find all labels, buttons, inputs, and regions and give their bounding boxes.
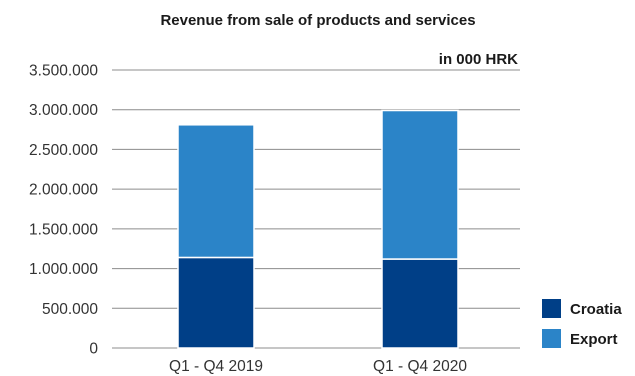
- bar-croatia-0: [177, 256, 255, 349]
- y-tick-label: 1.000.000: [29, 261, 98, 278]
- y-axis-ticks: 0 500.000 1.000.000 1.500.000 2.000.000 2.500…: [29, 63, 98, 358]
- y-tick-label: 2.500.000: [29, 142, 98, 159]
- y-tick-label: 0: [89, 341, 98, 358]
- y-tick-label: 3.500.000: [29, 63, 98, 80]
- legend-swatch-export: [542, 329, 561, 348]
- bar-croatia-1: [381, 258, 459, 349]
- legend-label-croatia: Croatia: [570, 301, 622, 318]
- unit-label: in 000 HRK: [439, 51, 518, 68]
- legend-swatch-croatia: [542, 299, 561, 318]
- gridlines: [112, 69, 520, 349]
- legend: Croatia Export: [542, 299, 622, 348]
- x-axis-ticks: Q1 - Q4 2019 Q1 - Q4 2020: [169, 358, 467, 375]
- x-tick-label: Q1 - Q4 2019: [169, 358, 263, 375]
- legend-label-export: Export: [570, 331, 618, 348]
- bar-export-0: [177, 124, 255, 259]
- bars: [177, 109, 459, 349]
- chart-title: Revenue from sale of products and servic…: [160, 12, 475, 29]
- y-tick-label: 3.000.000: [29, 102, 98, 119]
- y-tick-label: 500.000: [42, 301, 98, 318]
- x-tick-label: Q1 - Q4 2020: [373, 358, 467, 375]
- bar-export-1: [381, 109, 459, 260]
- y-tick-label: 2.000.000: [29, 182, 98, 199]
- y-tick-label: 1.500.000: [29, 221, 98, 238]
